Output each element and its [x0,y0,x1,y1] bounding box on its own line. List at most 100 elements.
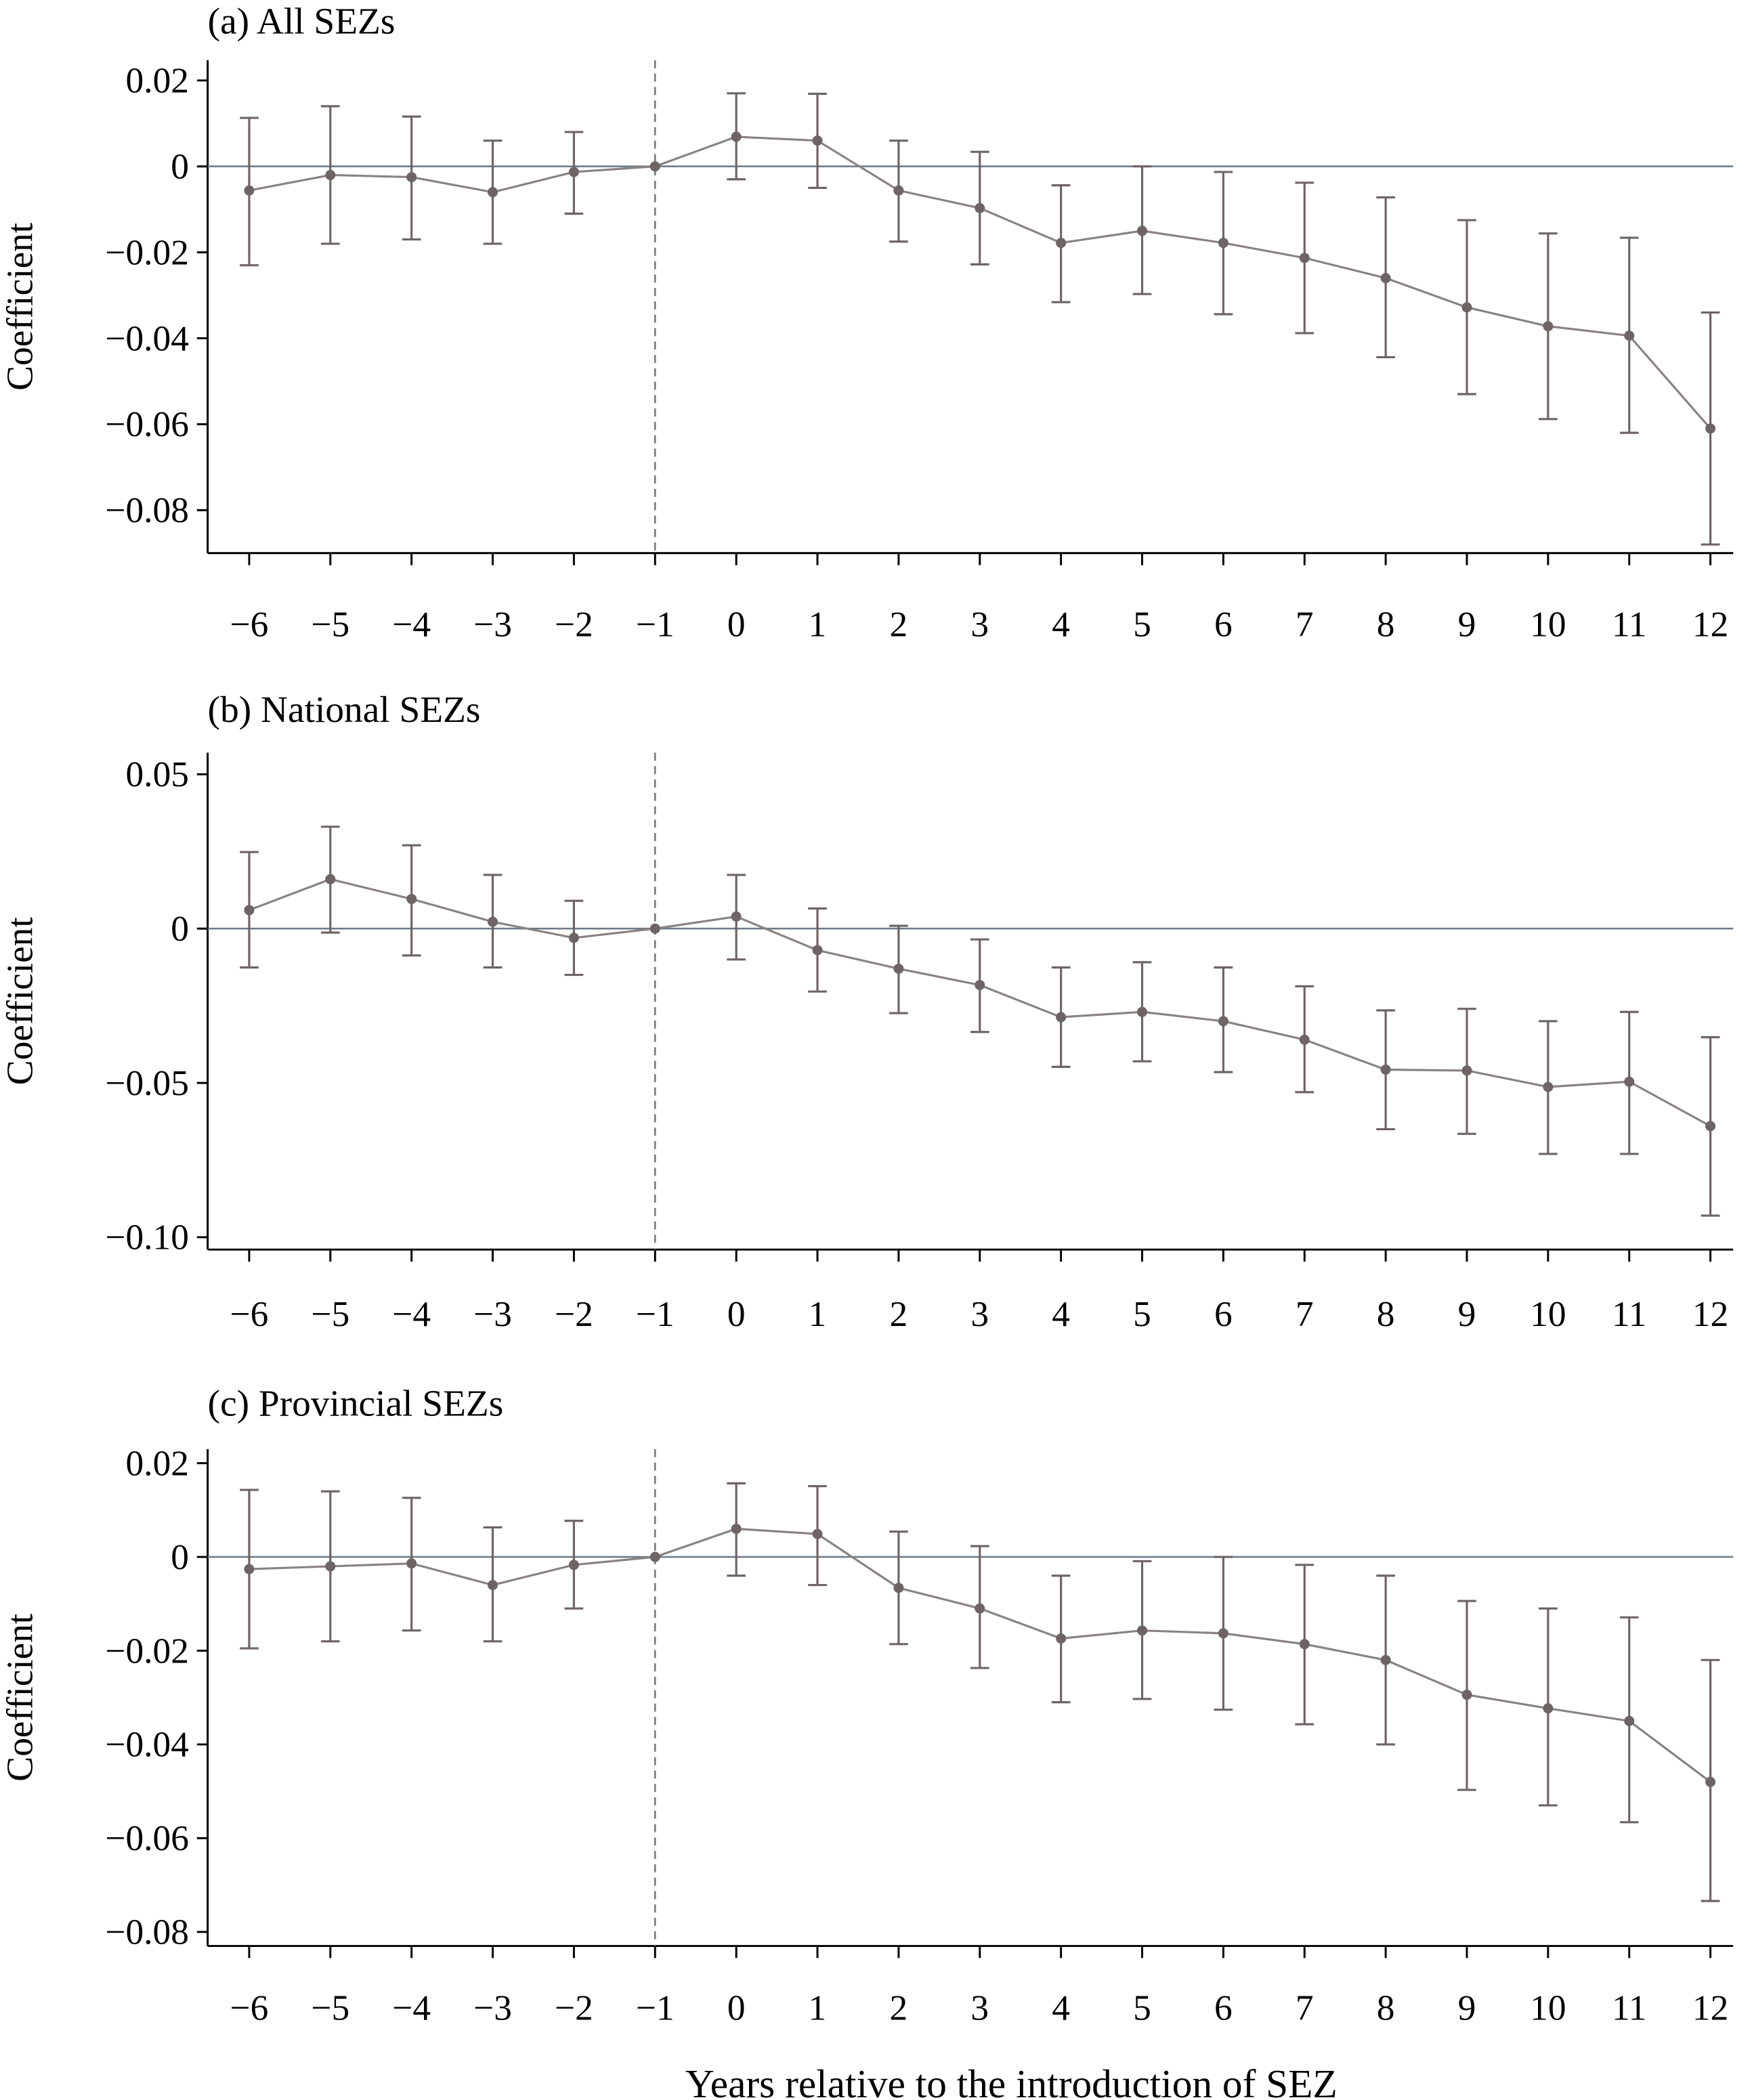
panel-b-coefficient-point [1380,1064,1391,1075]
panel-a-x-tick-label: −3 [473,603,512,644]
panel-c-y-tick-label: −0.08 [105,1912,189,1952]
panel-b-coefficient-point [1543,1081,1554,1092]
panel-c-coefficient-point [893,1583,904,1593]
panel-c-y-axis-label: Coefficient [0,1613,41,1782]
panel-b-x-tick-label: −2 [555,1293,593,1334]
panel-b-coefficient-point [1624,1076,1635,1087]
panel-a-coefficient-point [1056,238,1067,249]
panel-c-x-tick-label: −3 [473,1987,512,2028]
panel-c-x-tick-label: 2 [890,1987,908,2028]
panel-c-y-tick-label: 0.02 [126,1442,189,1483]
panel-c-coefficient-point [975,1603,985,1614]
panel-a-x-tick-label: −2 [555,603,593,644]
panel-b-x-tick-label: 9 [1458,1293,1476,1334]
panel-b-coefficient-point [731,911,742,922]
panel-a-x-tick-label: 8 [1377,603,1395,644]
panel-c-coefficient-point [244,1564,255,1574]
panel-b-y-tick-label: −0.05 [105,1063,189,1103]
panel-b-x-tick-label: −1 [636,1293,675,1334]
panel-c-x-tick-label: 7 [1296,1987,1314,2028]
panel-a-coefficient-point [1624,330,1635,341]
panel-a-coefficient-point [1218,238,1228,249]
panel-b-coefficient-point [325,874,336,884]
panel-a-coefficient-point [975,202,985,213]
panel-a-coefficient-point [488,187,498,198]
panel-b-x-tick-label: 12 [1692,1293,1728,1334]
panel-c-x-tick-label: 11 [1612,1987,1646,2028]
panel-a-coefficient-point [812,135,823,146]
panel-b-x-tick-label: 0 [727,1293,746,1334]
panel-c-coefficient-point [406,1558,417,1569]
panel-b-x-tick-label: 6 [1214,1293,1233,1334]
panel-a-x-tick-label: 10 [1530,603,1566,644]
panel-b-y-axis-label: Coefficient [0,917,41,1086]
panel-b-coefficient-point [812,945,823,956]
panel-b-coefficient-point [568,933,579,943]
panel-a-y-tick-label: −0.02 [105,232,189,272]
panel-c-coefficient-point [1056,1633,1067,1644]
panel-b-x-tick-label: 2 [890,1293,908,1334]
panel-b-x-tick-label: 3 [970,1293,989,1334]
panel-b-x-tick-label: −5 [311,1293,349,1334]
panel-b-x-tick-label: 11 [1612,1293,1646,1334]
panel-a-coefficient-point [1461,302,1472,313]
panel-c-coefficient-point [1624,1715,1635,1726]
panel-a-coefficient-point [325,169,336,180]
panel-a-y-tick-label: 0.02 [126,60,189,101]
panel-b-coefficient-point [488,916,498,927]
panel-c-coefficient-point [1218,1628,1228,1639]
panel-b-coefficient-point [1461,1065,1472,1076]
panel-a-x-tick-label: −1 [636,603,675,644]
panel-a-x-tick-label: 7 [1296,603,1314,644]
panel-c-coefficient-point [731,1524,742,1535]
panel-a-coefficient-point [893,185,904,196]
panel-c-x-tick-label: 3 [970,1987,989,2028]
panel-b-y-tick-label: −0.10 [105,1217,189,1258]
panel-c-x-tick-label: 10 [1530,1987,1566,2028]
panel-a-coefficient-point [731,131,742,142]
panel-a-x-tick-label: 5 [1133,603,1151,644]
panel-a-x-tick-label: 11 [1612,603,1646,644]
panel-a-x-tick-label: 3 [970,603,989,644]
panel-c-coefficient-point [812,1528,823,1539]
panel-b-coefficient-point [406,893,417,904]
panel-a-coefficient-point [1380,273,1391,284]
panel-b-coefficient-point [1218,1016,1228,1027]
panel-a-x-tick-label: 6 [1214,603,1233,644]
panel-a-x-tick-label: −4 [392,603,431,644]
panel-c-x-tick-label: −1 [636,1987,675,2028]
panel-a-coefficient-point [568,167,579,177]
panel-b-x-tick-label: 10 [1530,1293,1566,1334]
panel-a-x-tick-label: 1 [809,603,827,644]
panel-a-y-tick-label: −0.08 [105,490,189,530]
panel-a-y-tick-label: −0.06 [105,404,189,444]
panel-b-coefficient-point [244,905,255,916]
panel-c-x-tick-label: −4 [392,1987,431,2028]
panel-b-coefficient-point [1136,1006,1148,1017]
panel-a-coefficient-point [649,161,660,172]
panel-b-x-tick-label: 5 [1133,1293,1151,1334]
panel-a-coefficient-point [244,185,255,196]
panel-c-coefficient-point [1380,1654,1391,1665]
panel-b-y-tick-label: 0 [171,908,189,949]
panel-a-y-tick-label: 0 [171,146,189,187]
panel-b-x-tick-label: 4 [1052,1293,1070,1334]
panel-b-x-tick-label: −4 [392,1293,431,1334]
panel-c-x-tick-label: 9 [1458,1987,1476,2028]
panel-a-x-tick-label: 12 [1692,603,1728,644]
panel-c-coefficient-point [568,1560,579,1570]
panel-c-coefficient-point [1299,1639,1310,1650]
panel-b-title: (b) National SEZs [208,689,481,730]
panel-a-coefficient-point [1705,423,1716,434]
panel-c-x-tick-label: 0 [727,1987,746,2028]
panel-b-x-tick-label: 7 [1296,1293,1314,1334]
panel-a-x-tick-label: 9 [1458,603,1476,644]
panel-a-title: (a) All SEZs [208,0,396,41]
panel-b-x-tick-label: 8 [1377,1293,1395,1334]
panel-c-x-tick-label: −6 [230,1987,269,2028]
panel-c-x-tick-label: −5 [311,1987,349,2028]
panel-c-y-tick-label: −0.02 [105,1630,189,1671]
panel-c-coefficient-point [488,1580,498,1591]
panel-c-x-tick-label: 12 [1692,1987,1728,2028]
panel-a-x-tick-label: 4 [1052,603,1070,644]
